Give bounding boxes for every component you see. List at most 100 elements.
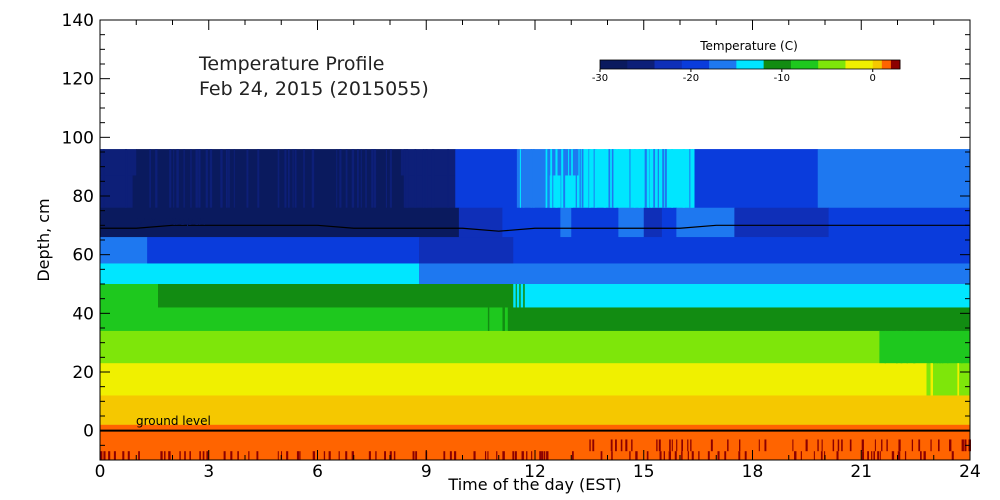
heatmap-streak [103,149,105,208]
heatmap-streak [303,149,305,208]
heatmap-streak [631,439,633,452]
y-tick-label: 0 [83,422,94,442]
heatmap-streak [821,439,823,452]
heatmap-streak [389,451,392,460]
heatmap-streak [671,149,674,208]
heatmap-cell [100,207,460,238]
heatmap-cell [654,149,695,176]
heatmap-streak [930,363,933,396]
heatmap-streak [629,149,631,208]
heatmap-streak [930,439,932,452]
heatmap-streak [373,149,377,208]
heatmap-streak [635,451,638,460]
heatmap-streak [739,439,741,452]
heatmap-cell [458,207,503,238]
heatmap-streak [884,330,886,364]
heatmap-streak [449,451,452,460]
heatmap-streak [687,451,689,460]
heatmap-streak [100,451,103,460]
x-tick-label: 0 [95,462,106,482]
heatmap-streak [190,149,192,208]
heatmap-cell [419,263,971,285]
heatmap-streak [610,439,613,452]
heatmap-streak [512,451,514,460]
heatmap-streak [550,149,553,208]
heatmap-streak [323,451,326,460]
heatmap-streak [817,439,819,452]
y-tick-label: 140 [62,11,94,31]
heatmap-streak [841,439,843,452]
heatmap-streak [571,149,573,208]
y-tick-label: 60 [72,246,94,266]
heatmap-streak [690,439,692,452]
heatmap-streak [611,149,614,208]
x-tick-label: 18 [742,462,764,482]
heatmap-streak [710,439,713,452]
heatmap-streak [189,451,191,460]
x-tick-label: 12 [524,462,546,482]
heatmap-streak [522,149,525,208]
heatmap-streak [707,451,710,460]
heatmap-cell [419,237,514,264]
heatmap-streak [519,149,521,208]
heatmap-streak [447,149,449,208]
heatmap-streak [160,451,163,460]
legend-tick-label: -30 [592,73,608,84]
chart-title-line-1: Temperature Profile [198,53,384,75]
heatmap-cell [147,237,420,264]
heatmap-streak [113,451,116,460]
heatmap-streak [311,149,315,208]
heatmap-streak [633,149,636,208]
heatmap-cell [100,263,420,285]
heatmap-streak [805,439,808,452]
heatmap-streak [155,149,158,208]
heatmap-streak [487,451,489,460]
heatmap-streak [561,149,564,208]
heatmap-streak [484,451,487,460]
heatmap-streak [531,451,533,460]
heatmap-cells [100,149,971,461]
heatmap-streak [179,451,181,460]
heatmap-cell [513,284,971,308]
heatmap-streak [246,149,249,208]
heatmap-streak [676,439,678,452]
heatmap-streak [195,149,198,208]
heatmap-streak [545,149,548,208]
y-axis-title: Depth, cm [34,198,53,281]
legend-swatch [600,60,628,69]
heatmap-streak [530,149,533,208]
heatmap-streak [209,149,213,208]
heatmap-streak [647,149,650,208]
heatmap-streak [384,451,387,460]
heatmap-cell [509,307,971,332]
heatmap-streak [328,451,331,460]
heatmap-streak [904,451,907,460]
legend-swatch [845,60,874,69]
heatmap-streak [345,149,348,208]
heatmap-cell [618,207,645,238]
heatmap-streak [682,149,685,208]
heatmap-streak [937,439,940,452]
heatmap-cell [817,175,971,209]
y-tick-label: 20 [72,363,94,383]
heatmap-streak [351,451,354,460]
heatmap-streak [594,149,597,208]
heatmap-streak [738,451,741,460]
x-tick-label: 15 [633,462,655,482]
heatmap-streak [443,451,446,460]
heatmap-streak [299,451,301,460]
heatmap-streak [202,451,205,460]
legend-colorbar [599,59,901,70]
legend-swatch [654,60,683,69]
heatmap-streak [717,451,720,460]
heatmap-streak [168,451,171,460]
heatmap-streak [206,451,209,460]
heatmap-streak [292,149,294,208]
heatmap-streak [960,330,963,364]
heatmap-cell [502,207,561,238]
heatmap-streak [659,451,662,460]
heatmap-cell [100,175,134,209]
heatmap-streak [248,451,250,460]
heatmap-streak [414,149,417,208]
heatmap-streak [638,149,641,208]
